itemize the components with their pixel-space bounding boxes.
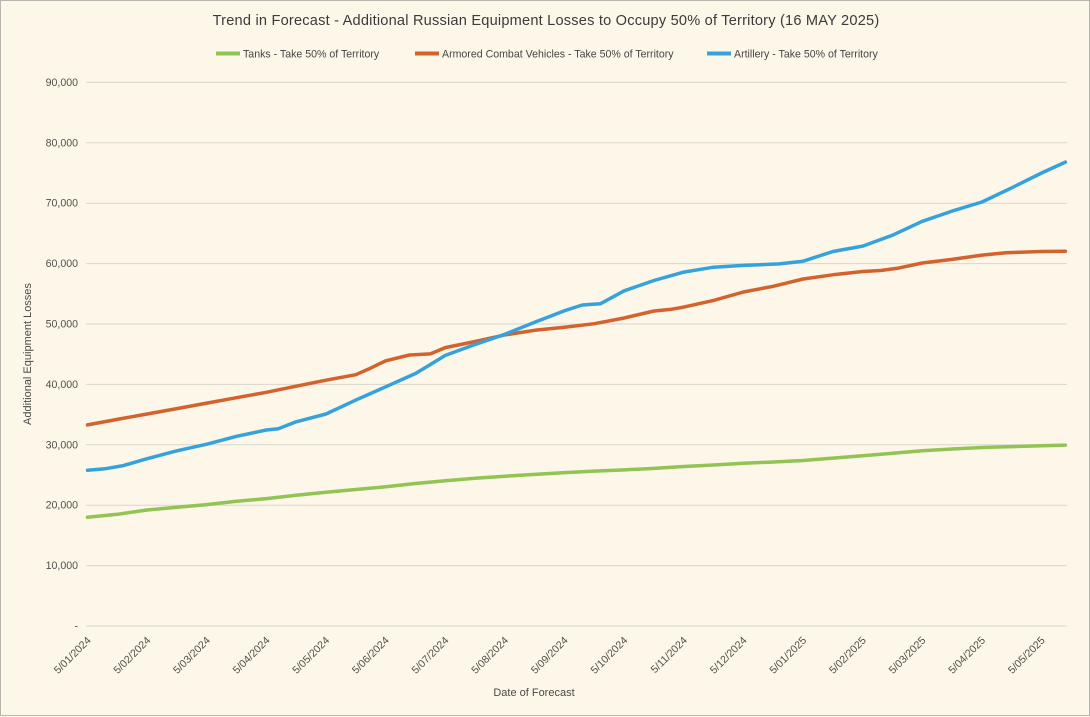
series-lines [85, 160, 1068, 520]
x-tick-label: 5/10/2024 [588, 635, 630, 677]
x-tick-label: 5/03/2024 [171, 635, 213, 677]
chart-title: Trend in Forecast - Additional Russian E… [213, 13, 880, 29]
x-tick-label: 5/08/2024 [469, 635, 511, 677]
x-tick-label: 5/06/2024 [350, 635, 392, 677]
legend-item-armored: Armored Combat Vehicles - Take 50% of Te… [415, 49, 674, 61]
y-tick-label: 10,000 [46, 560, 79, 572]
legend-label: Armored Combat Vehicles - Take 50% of Te… [442, 49, 674, 61]
x-tick-label: 5/01/2025 [767, 635, 809, 677]
y-tick-label: 70,000 [46, 198, 79, 210]
x-tick-label: 5/09/2024 [529, 635, 571, 677]
y-tick-label: 30,000 [46, 439, 79, 451]
x-tick-label: 5/12/2024 [708, 635, 750, 677]
x-axis-title: Date of Forecast [493, 687, 574, 699]
x-tick-label: 5/01/2024 [52, 635, 94, 677]
series-line-tanks [85, 443, 1068, 520]
y-tick-label: 20,000 [46, 500, 79, 512]
y-axis-title: Additional Equipment Losses [22, 283, 34, 425]
y-tick-label: 50,000 [46, 319, 79, 331]
x-tick-label: 5/05/2025 [1006, 635, 1048, 677]
x-tick-label: 5/02/2025 [827, 635, 869, 677]
x-tick-label: 5/03/2025 [887, 635, 929, 677]
y-tick-label: 90,000 [46, 77, 79, 89]
x-tick-label: 5/07/2024 [410, 635, 452, 677]
y-axis-tick-labels: - 10,000 20,000 30,000 40,000 50,000 60,000 70,… [46, 77, 79, 633]
y-tick-label: - [74, 621, 78, 633]
y-tick-label: 60,000 [46, 258, 79, 270]
y-tick-label: 40,000 [46, 379, 79, 391]
x-tick-label: 5/02/2024 [111, 635, 153, 677]
legend-label: Artillery - Take 50% of Territory [734, 49, 879, 61]
gridlines [86, 81, 1067, 627]
legend: Tanks - Take 50% of Territory Armored Com… [216, 49, 879, 61]
legend-item-artillery: Artillery - Take 50% of Territory [707, 49, 879, 61]
x-tick-label: 5/05/2024 [290, 635, 332, 677]
x-tick-label: 5/04/2025 [946, 635, 988, 677]
legend-item-tanks: Tanks - Take 50% of Territory [216, 49, 380, 61]
x-tick-label: 5/04/2024 [231, 635, 273, 677]
legend-label: Tanks - Take 50% of Territory [243, 49, 380, 61]
y-tick-label: 80,000 [46, 137, 79, 149]
series-line-armored [85, 249, 1068, 427]
x-tick-label: 5/11/2024 [649, 635, 690, 676]
series-line-artillery [85, 160, 1068, 472]
x-axis-tick-labels: 5/01/2024 5/02/2024 5/03/2024 5/04/2024 5/05… [52, 635, 1048, 677]
